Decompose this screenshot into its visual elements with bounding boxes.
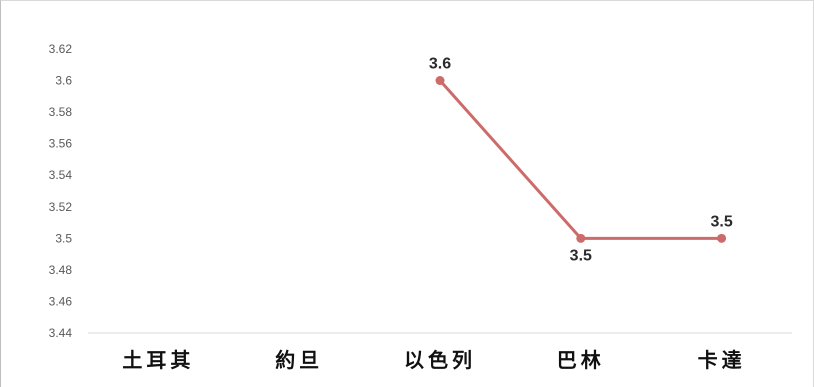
y-tick-label: 3.5	[55, 231, 72, 245]
y-tick-label: 3.58	[49, 105, 73, 119]
y-tick-label: 3.48	[49, 263, 73, 277]
data-point	[576, 233, 586, 243]
y-tick-label: 3.44	[49, 326, 73, 340]
x-tick-label: 土耳其	[122, 348, 194, 372]
y-tick-label: 3.62	[49, 42, 73, 56]
x-tick-label: 卡達	[698, 348, 746, 372]
data-label: 3.5	[710, 213, 732, 230]
y-tick-label: 3.6	[55, 74, 72, 88]
y-axis: 3.44 3.46 3.48 3.5 3.52 3.54 3.56 3.58 3.6 3.62	[49, 42, 73, 340]
x-tick-label: 巴林	[557, 348, 605, 372]
data-label: 3.6	[429, 56, 451, 73]
x-tick-label: 以色列	[404, 348, 476, 372]
y-tick-label: 3.56	[49, 137, 73, 151]
x-tick-label: 約旦	[275, 348, 323, 372]
y-tick-label: 3.52	[49, 200, 73, 214]
data-label: 3.5	[570, 247, 592, 264]
x-axis: 土耳其 約旦 以色列 巴林 卡達	[122, 348, 746, 372]
data-point	[717, 233, 727, 243]
data-point	[435, 76, 445, 86]
y-tick-label: 3.54	[49, 168, 73, 182]
y-tick-label: 3.46	[49, 294, 73, 308]
series-line	[438, 79, 724, 240]
series-layer	[435, 76, 727, 243]
data-labels: 3.6 3.5 3.5	[429, 56, 733, 265]
